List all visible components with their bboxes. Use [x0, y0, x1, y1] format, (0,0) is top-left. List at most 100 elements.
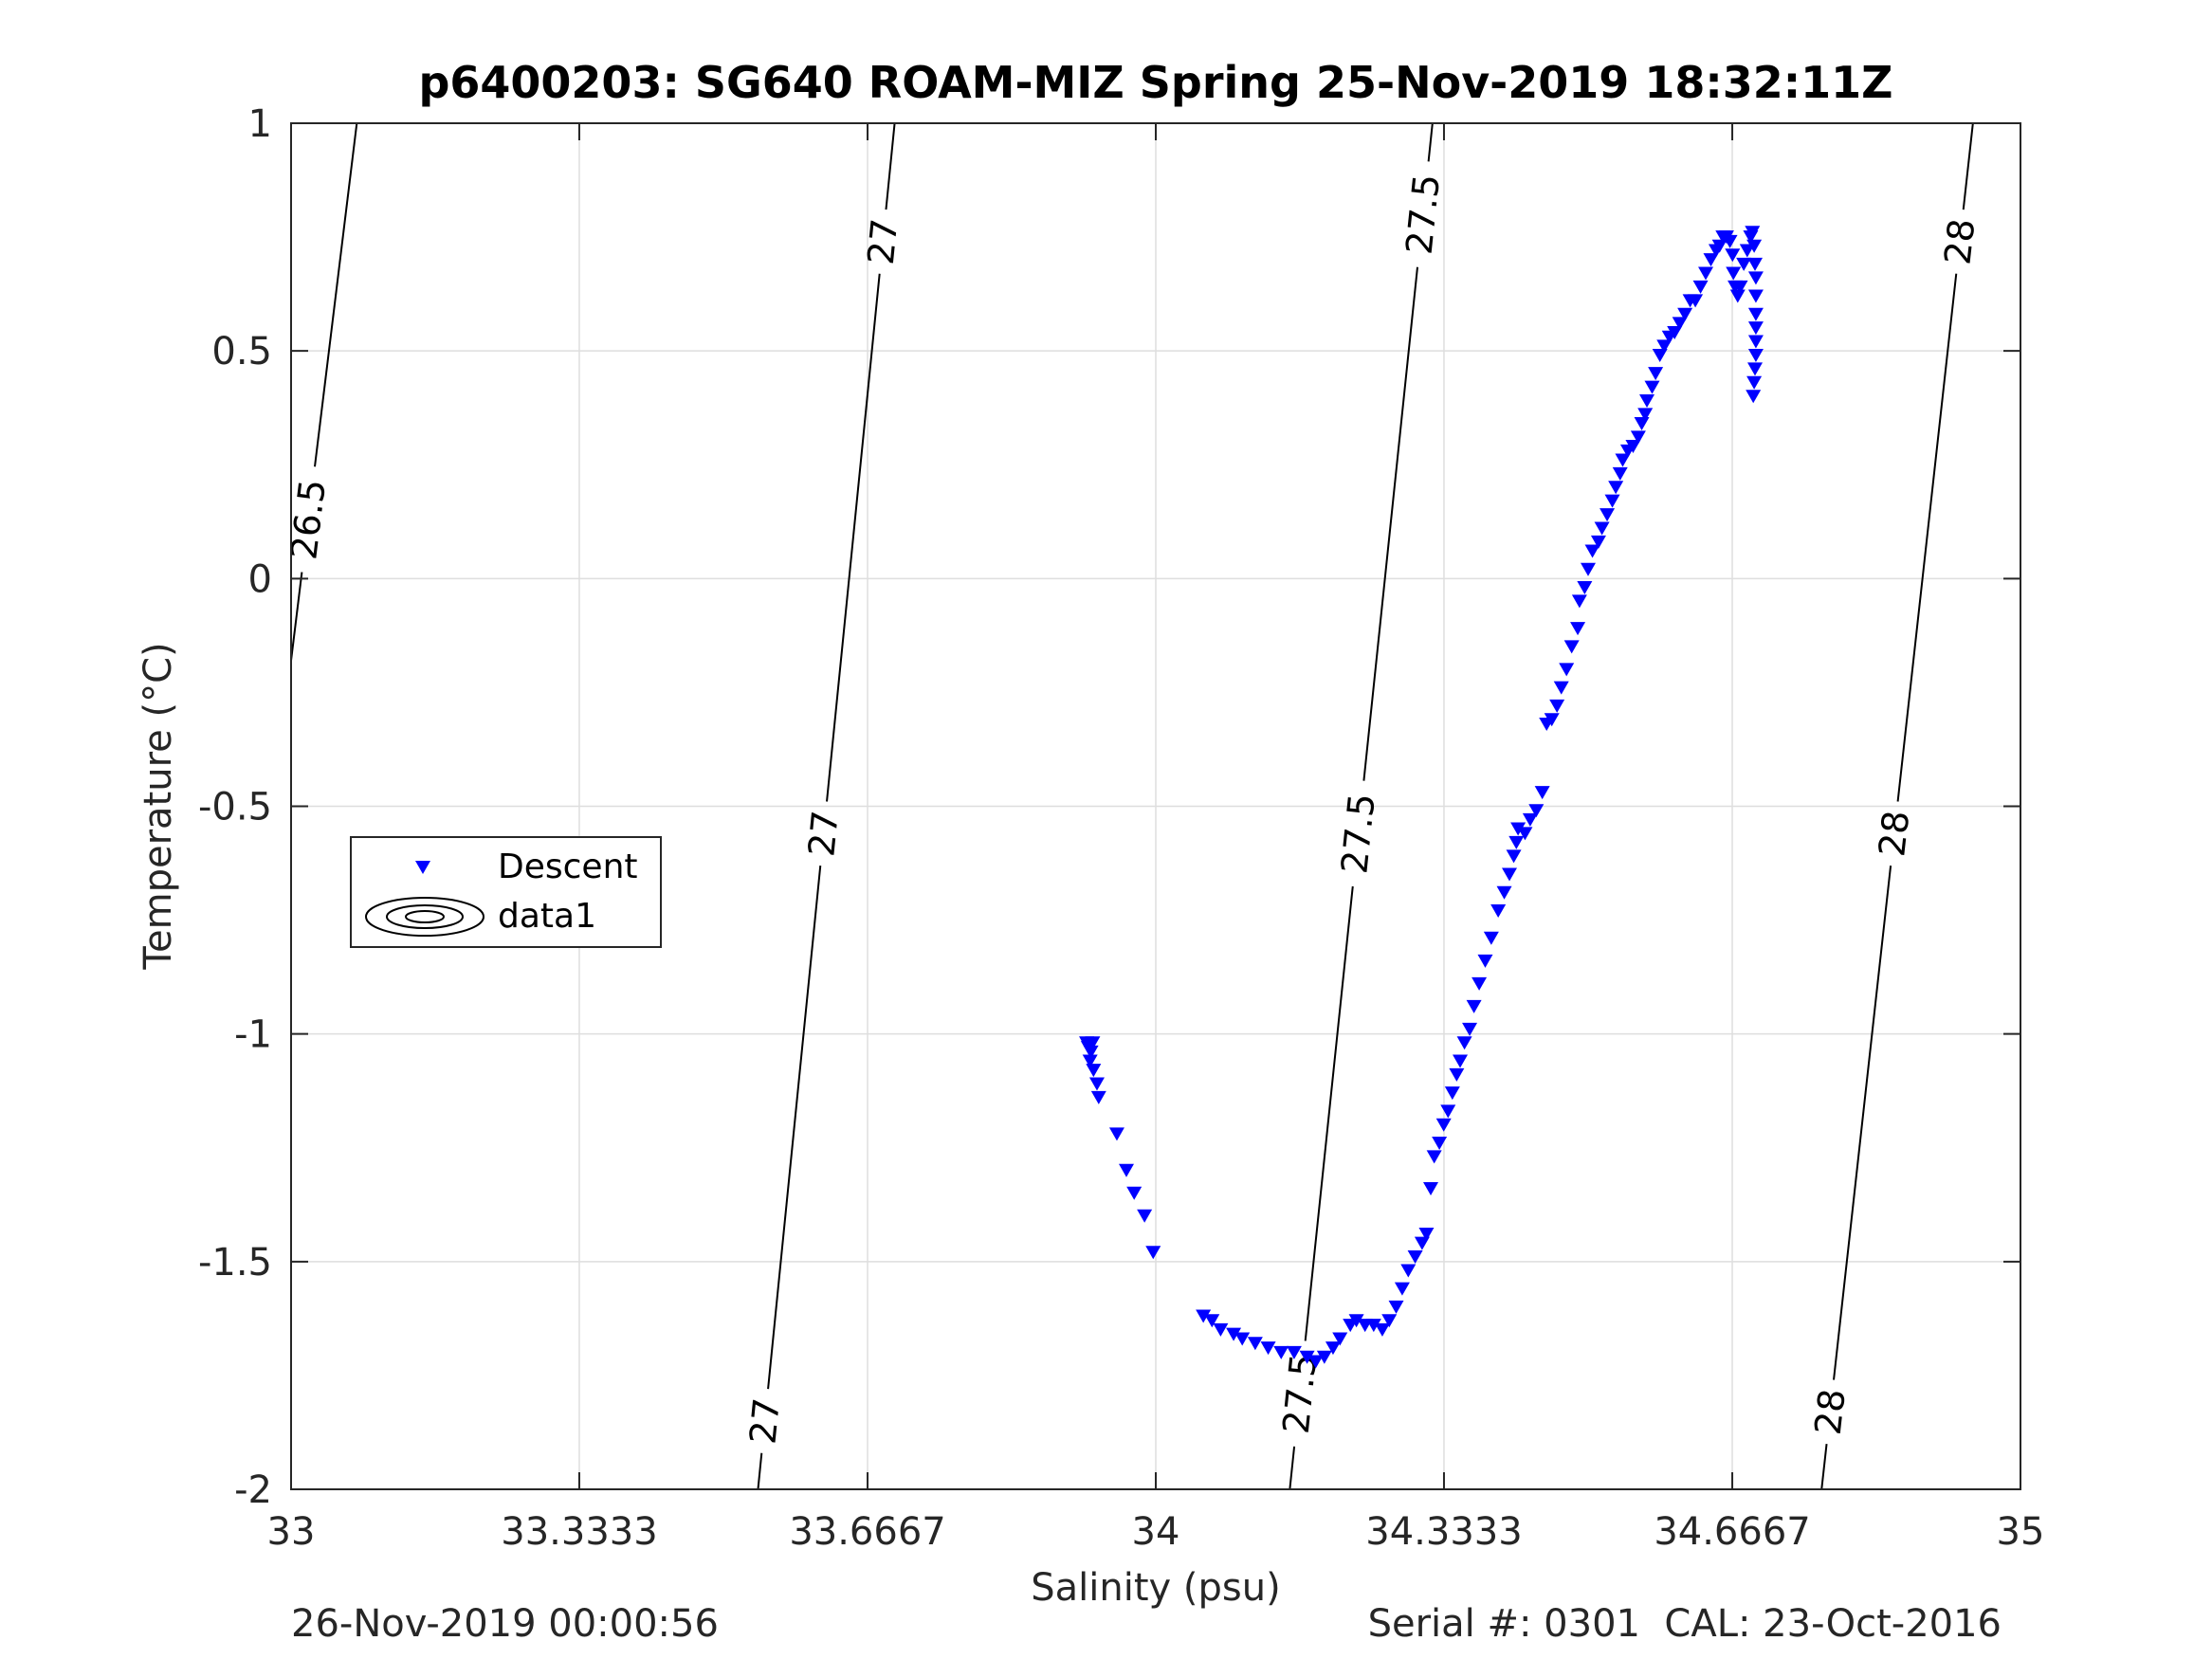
descent-point	[1608, 481, 1624, 495]
descent-point	[1698, 266, 1714, 281]
descent-point	[1260, 1341, 1276, 1356]
descent-series	[1079, 226, 1764, 1369]
descent-point	[1118, 1163, 1134, 1177]
descent-point	[1137, 1209, 1153, 1223]
x-tick-label: 34.3333	[1365, 1510, 1522, 1554]
descent-point	[1226, 1327, 1242, 1341]
y-tick-label: -0.5	[198, 786, 272, 830]
x-tick-label: 33	[267, 1510, 316, 1554]
isopycnal-line-segment	[1362, 266, 1418, 781]
x-tick-label: 35	[1997, 1510, 2045, 1554]
descent-point	[1414, 1236, 1430, 1250]
isopycnal-label: 27	[860, 217, 906, 266]
descent-point	[1196, 1309, 1212, 1323]
descent-point	[1746, 239, 1763, 253]
descent-point	[1571, 594, 1587, 609]
x-tick-label: 33.6667	[789, 1510, 945, 1554]
descent-point	[1648, 367, 1664, 381]
descent-point	[1145, 1246, 1161, 1260]
descent-point	[1656, 339, 1673, 354]
descent-point	[1325, 1341, 1341, 1356]
legend-box	[350, 836, 662, 948]
legend-descent-marker	[415, 861, 430, 874]
descent-point	[1745, 226, 1761, 240]
descent-point	[1456, 1036, 1472, 1050]
descent-point	[1394, 1282, 1410, 1296]
descent-point	[1747, 257, 1764, 271]
descent-point	[1234, 1332, 1251, 1346]
descent-point	[1483, 931, 1499, 945]
descent-point	[1426, 1150, 1442, 1164]
descent-point	[1517, 827, 1533, 841]
descent-point	[1374, 1322, 1390, 1337]
isopycnal-line-segment	[885, 122, 896, 210]
axes	[290, 122, 2021, 1490]
descent-point	[1444, 1086, 1460, 1101]
x-axis-label: Salinity (psu)	[1031, 1566, 1280, 1610]
descent-point	[1577, 580, 1593, 594]
descent-point	[1563, 640, 1580, 654]
descent-point	[1247, 1337, 1263, 1351]
descent-point	[1126, 1186, 1143, 1200]
descent-point	[1615, 453, 1631, 467]
isopycnal-label: 28	[1936, 216, 1983, 266]
descent-point	[1490, 903, 1507, 918]
descent-point	[1528, 804, 1545, 818]
descent-point	[1736, 257, 1752, 271]
descent-point	[1108, 1127, 1124, 1141]
descent-point	[1348, 1314, 1364, 1328]
y-tick-label: 0	[248, 557, 272, 601]
descent-point	[1703, 253, 1719, 267]
isopycnal-line-segment	[767, 866, 822, 1390]
legend-contour-marker	[365, 897, 484, 937]
descent-point	[1732, 280, 1748, 294]
descent-point	[1316, 1350, 1332, 1364]
y-axis-label: Temperature (°C)	[137, 642, 180, 970]
descent-point	[1477, 954, 1493, 968]
descent-point	[1612, 466, 1628, 481]
descent-point	[1725, 248, 1741, 263]
footer-timestamp: 26-Nov-2019 00:00:56	[291, 1602, 719, 1646]
descent-point	[1549, 699, 1565, 713]
descent-point	[1418, 1228, 1435, 1242]
isopycnal-line-segment	[1833, 866, 1892, 1380]
descent-point	[1286, 1345, 1302, 1359]
descent-point	[1432, 1136, 1448, 1150]
isopycnal-label: 28	[1871, 809, 1917, 859]
descent-point	[1388, 1300, 1404, 1314]
descent-point	[1440, 1104, 1456, 1119]
descent-point	[1472, 976, 1488, 991]
descent-point	[1747, 321, 1764, 336]
isopycnal-label: 27	[800, 809, 847, 858]
descent-point	[1726, 266, 1742, 281]
descent-point	[1590, 535, 1606, 549]
descent-point	[1423, 1181, 1439, 1195]
descent-point	[1746, 390, 1762, 404]
isopycnal-line-segment	[757, 1452, 763, 1490]
descent-point	[1600, 508, 1616, 522]
descent-point	[1747, 335, 1764, 349]
descent-point	[1082, 1054, 1098, 1068]
descent-point	[1453, 1054, 1469, 1068]
descent-point	[1652, 348, 1668, 362]
descent-point	[1594, 521, 1610, 536]
chart-title: p6400203: SG640 ROAM-MIZ Spring 25-Nov-2…	[418, 57, 1892, 108]
isopycnal-line-segment	[290, 572, 303, 661]
descent-point	[1747, 271, 1764, 285]
descent-point	[1299, 1350, 1315, 1364]
isopycnal-line-segment	[1427, 122, 1434, 162]
descent-point	[1584, 544, 1600, 558]
descent-point	[1365, 1319, 1381, 1333]
y-tick-label: 0.5	[211, 330, 272, 374]
descent-point	[1506, 849, 1522, 864]
descent-point	[1746, 375, 1763, 390]
descent-point	[1559, 663, 1575, 677]
descent-point	[1502, 867, 1518, 882]
descent-point	[1692, 280, 1709, 294]
descent-point	[1739, 244, 1755, 258]
descent-point	[1570, 622, 1586, 636]
descent-point	[1085, 1036, 1101, 1050]
descent-point	[1435, 1118, 1452, 1132]
descent-point	[1400, 1264, 1417, 1278]
x-tick-label: 33.3333	[501, 1510, 657, 1554]
